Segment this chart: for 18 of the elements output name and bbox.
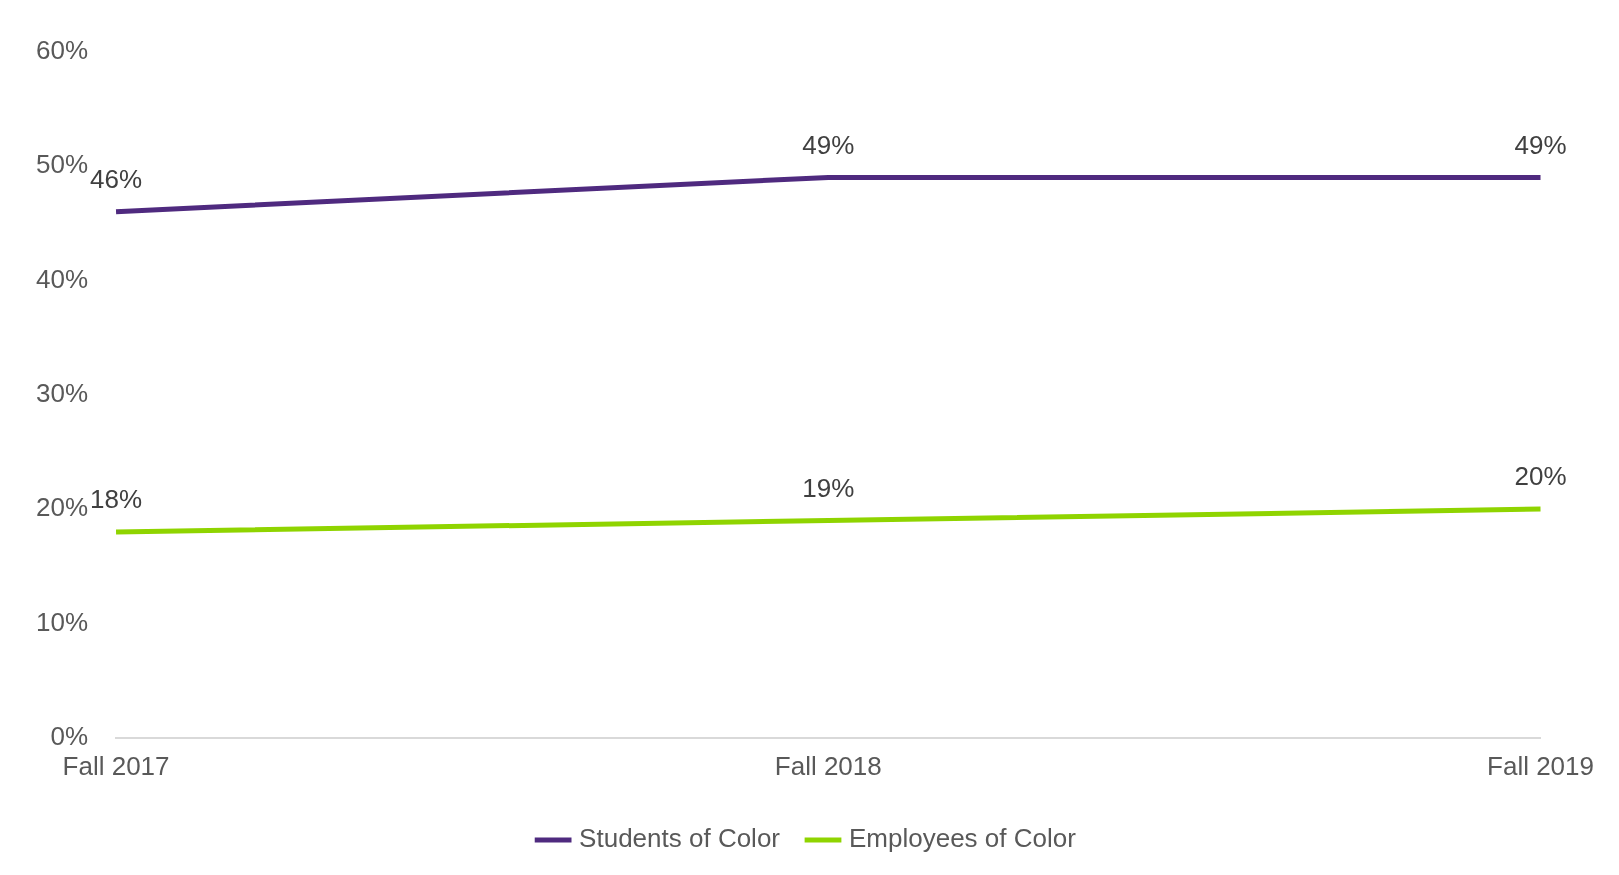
y-tick-label: 0% [50, 720, 89, 751]
x-tick-label: Fall 2018 [774, 750, 882, 781]
data-label: 18% [90, 484, 143, 515]
legend-label: Employees of Color [849, 823, 1077, 854]
data-label: 46% [90, 163, 143, 194]
y-tick-label: 20% [35, 492, 89, 523]
legend-label: Students of Color [579, 823, 781, 854]
x-tick-label: Fall 2017 [62, 750, 170, 781]
data-label: 49% [1514, 129, 1567, 160]
data-label: 19% [802, 472, 855, 503]
data-label: 20% [1514, 461, 1567, 492]
data-label: 49% [802, 129, 855, 160]
y-tick-label: 10% [35, 606, 89, 637]
y-tick-label: 40% [35, 263, 89, 294]
y-tick-label: 50% [35, 149, 89, 180]
x-tick-label: Fall 2019 [1487, 750, 1595, 781]
y-tick-label: 30% [35, 377, 89, 408]
y-tick-label: 60% [35, 34, 89, 65]
